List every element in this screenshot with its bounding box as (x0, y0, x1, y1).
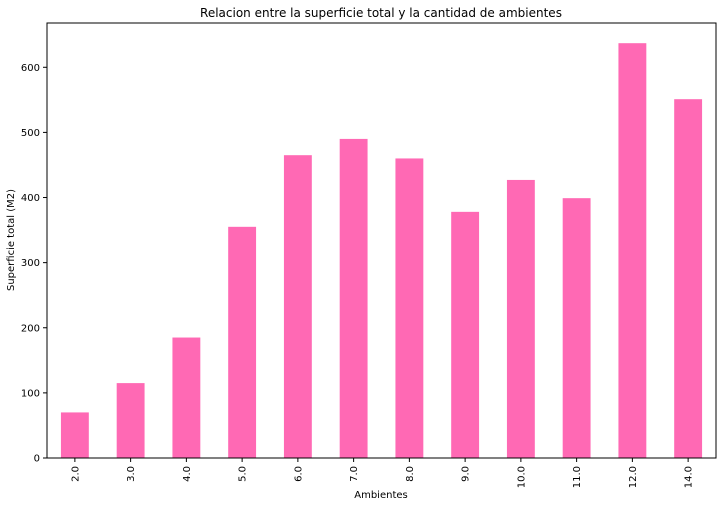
x-tick-label: 6.0 (293, 466, 304, 482)
bar-8.0 (395, 158, 424, 458)
x-tick-label: 3.0 (126, 466, 137, 482)
bar-5.0 (228, 226, 257, 458)
x-tick-label: 8.0 (405, 466, 416, 482)
bars-group (60, 43, 703, 459)
y-tick-label: 0 (34, 454, 40, 465)
y-tick-label: 100 (21, 388, 40, 399)
y-tick-label: 400 (21, 193, 40, 204)
bar-12.0 (618, 43, 647, 458)
bar-9.0 (451, 211, 480, 458)
x-tick-label: 14.0 (684, 466, 695, 488)
bar-2.0 (60, 412, 89, 458)
chart-title: Relacion entre la superficie total y la … (200, 6, 562, 20)
x-axis-ticks: 2.0 3.0 4.0 5.0 6.0 7.0 8.0 9.0 10.0 11.0 12.0 14.0 (70, 458, 695, 488)
y-axis-ticks: 0 100 200 300 400 500 600 (21, 63, 47, 465)
x-tick-label: 4.0 (182, 466, 193, 482)
x-tick-label: 5.0 (238, 466, 249, 482)
plot-frame (46, 22, 717, 459)
x-tick-label: 10.0 (516, 466, 527, 488)
y-tick-label: 200 (21, 323, 40, 334)
x-axis-label: Ambientes (354, 490, 407, 501)
x-tick-label: 12.0 (628, 466, 639, 488)
y-tick-label: 500 (21, 128, 40, 139)
bar-14.0 (674, 99, 703, 458)
x-tick-label: 11.0 (572, 466, 583, 488)
bar-11.0 (562, 198, 591, 459)
y-tick-label: 600 (21, 63, 40, 74)
bar-10.0 (506, 179, 535, 458)
y-axis-label: Superficie total (M2) (6, 189, 17, 291)
bar-7.0 (339, 138, 368, 458)
x-tick-label: 7.0 (349, 466, 360, 482)
x-tick-label: 2.0 (70, 466, 81, 482)
bar-6.0 (283, 155, 312, 458)
bar-3.0 (116, 383, 145, 458)
x-tick-label: 9.0 (461, 466, 472, 482)
bar-4.0 (172, 337, 201, 458)
y-tick-label: 300 (21, 258, 40, 269)
